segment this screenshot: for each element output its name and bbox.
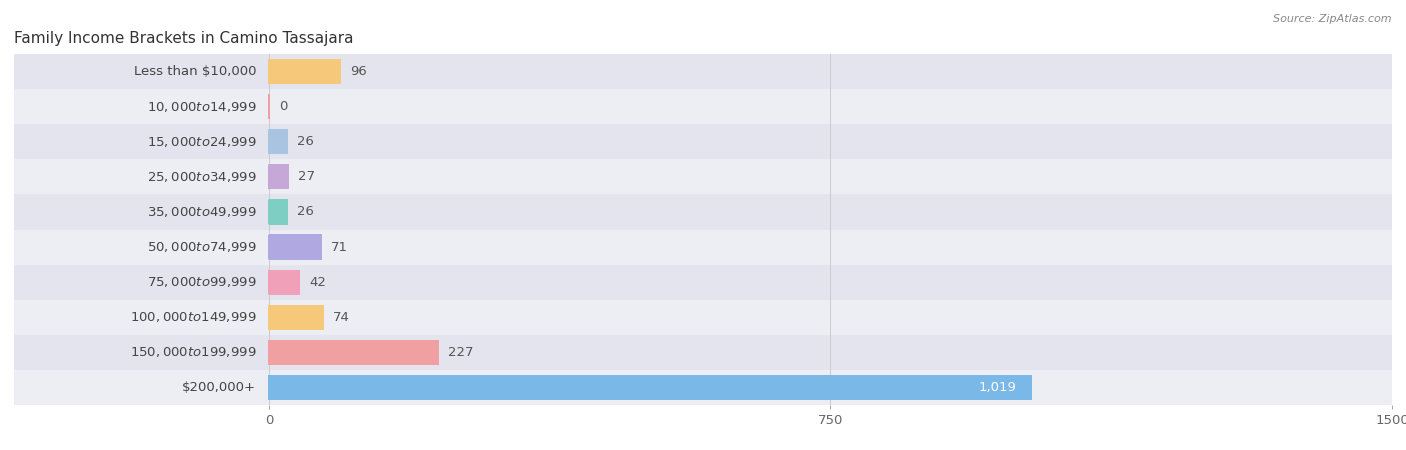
- Bar: [14, 370, 1392, 405]
- Text: 26: 26: [298, 135, 315, 148]
- Text: $75,000 to $99,999: $75,000 to $99,999: [146, 275, 256, 289]
- Bar: [269, 164, 290, 189]
- Text: 227: 227: [449, 346, 474, 359]
- Text: 0: 0: [280, 100, 288, 113]
- Text: $150,000 to $199,999: $150,000 to $199,999: [129, 345, 256, 360]
- Bar: [14, 300, 1392, 335]
- Bar: [14, 230, 1392, 265]
- Text: $100,000 to $149,999: $100,000 to $149,999: [129, 310, 256, 324]
- Text: $35,000 to $49,999: $35,000 to $49,999: [146, 205, 256, 219]
- Text: Source: ZipAtlas.com: Source: ZipAtlas.com: [1274, 14, 1392, 23]
- Bar: [269, 94, 270, 119]
- Bar: [269, 270, 301, 295]
- Bar: [14, 159, 1392, 194]
- Bar: [14, 124, 1392, 159]
- Text: 96: 96: [350, 65, 367, 78]
- Text: $15,000 to $24,999: $15,000 to $24,999: [146, 135, 256, 149]
- Bar: [269, 340, 439, 365]
- Bar: [269, 129, 288, 154]
- Bar: [269, 305, 325, 330]
- Bar: [269, 234, 322, 260]
- Text: $10,000 to $14,999: $10,000 to $14,999: [146, 99, 256, 114]
- Bar: [14, 265, 1392, 300]
- Text: $50,000 to $74,999: $50,000 to $74,999: [146, 240, 256, 254]
- Bar: [269, 375, 1032, 400]
- Text: Less than $10,000: Less than $10,000: [134, 65, 256, 78]
- Bar: [269, 59, 340, 84]
- Text: 71: 71: [330, 241, 349, 253]
- Text: $25,000 to $34,999: $25,000 to $34,999: [146, 170, 256, 184]
- Text: 42: 42: [309, 276, 326, 288]
- Text: $200,000+: $200,000+: [183, 381, 256, 394]
- Bar: [14, 194, 1392, 230]
- Text: 1,019: 1,019: [979, 381, 1017, 394]
- Text: Family Income Brackets in Camino Tassajara: Family Income Brackets in Camino Tassaja…: [14, 31, 353, 46]
- Bar: [14, 335, 1392, 370]
- Text: 74: 74: [333, 311, 350, 324]
- Bar: [269, 199, 288, 225]
- Bar: [14, 89, 1392, 124]
- Text: 27: 27: [298, 171, 315, 183]
- Bar: [14, 54, 1392, 89]
- Text: 26: 26: [298, 206, 315, 218]
